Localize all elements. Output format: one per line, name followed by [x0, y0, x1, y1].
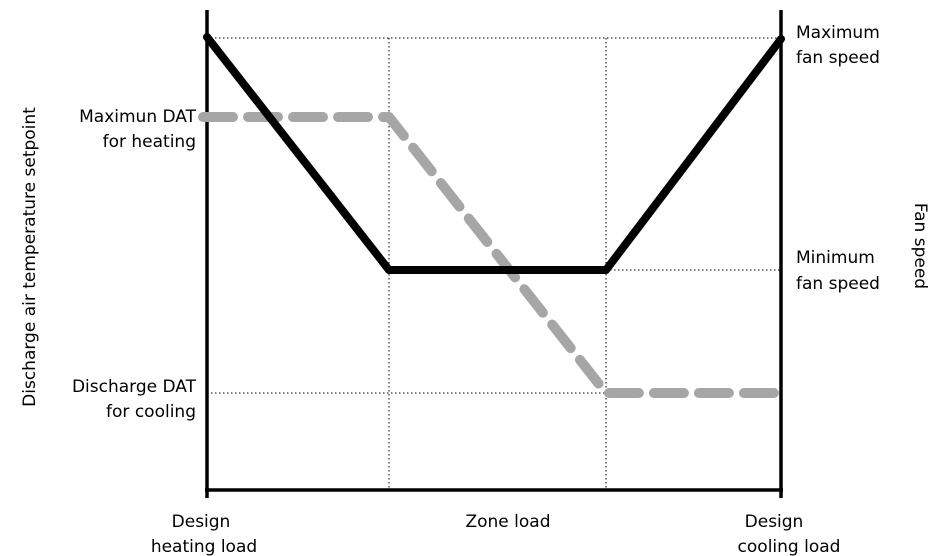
reference-lines [203, 37, 781, 490]
design-heating-load-label-line1: Design [172, 512, 231, 532]
design-cooling-load-label-line1: Design [745, 512, 804, 532]
min-fan-speed-label-line2: fan speed [796, 274, 880, 294]
min-fan-speed-label-line1: Minimum [796, 248, 875, 268]
dat-cooling-label-line1: Discharge DAT [72, 377, 197, 397]
fan-speed-line [203, 33, 785, 274]
left-axis-label: Discharge air temperature setpoint [20, 107, 40, 407]
design-cooling-load-label-line2: cooling load [738, 537, 841, 556]
design-heating-load-label-line2: heating load [151, 537, 257, 556]
zone-load-label: Zone load [465, 512, 550, 532]
max-fan-speed-label-line2: fan speed [796, 48, 880, 68]
max-fan-speed-label-line1: Maximum [796, 23, 880, 43]
right-axis-label: Fan speed [910, 203, 930, 289]
dat-setpoint-line [198, 112, 790, 398]
max-dat-heating-label-line2: for heating [103, 132, 196, 152]
axes [205, 10, 783, 498]
dat-cooling-label-line2: for cooling [106, 402, 196, 422]
max-dat-heating-label-line1: Maximun DAT [79, 107, 196, 127]
